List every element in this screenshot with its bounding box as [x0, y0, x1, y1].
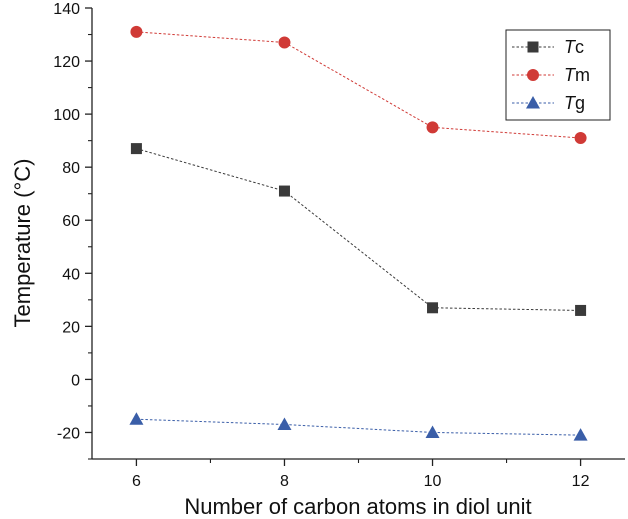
- y-tick-label: 120: [53, 54, 80, 71]
- data-point-tg: [277, 417, 292, 431]
- legend-marker-tm: [527, 69, 539, 81]
- series-lines: [136, 31, 581, 436]
- y-tick-label: 60: [62, 213, 80, 230]
- legend-marker-tc: [527, 41, 539, 53]
- y-tick-label: 20: [62, 319, 80, 336]
- data-point-tm: [426, 121, 439, 134]
- y-axis-title: Temperature (°C): [10, 159, 35, 328]
- y-tick-label: -20: [57, 425, 80, 442]
- x-tick-label: 8: [280, 473, 289, 490]
- legend-marker-tg: [526, 96, 540, 109]
- ticks: [85, 7, 582, 466]
- series-line-tc: [136, 148, 581, 311]
- y-tick-label: 140: [53, 1, 80, 18]
- data-point-tm: [278, 36, 291, 49]
- data-point-tm: [574, 131, 587, 144]
- series-markers: [129, 25, 588, 441]
- y-tick-label: 100: [53, 107, 80, 124]
- legend-label-tm: Tm: [564, 65, 590, 85]
- legend: Tc Tm Tg: [505, 29, 611, 121]
- y-tick-label: 0: [71, 372, 80, 389]
- x-tick-label: 6: [132, 473, 141, 490]
- series-line-tm: [136, 31, 581, 139]
- y-tick-label: 40: [62, 266, 80, 283]
- data-point-tc: [278, 185, 290, 197]
- data-point-tc: [427, 302, 439, 314]
- data-point-tc: [130, 143, 142, 155]
- data-point-tm: [130, 25, 143, 38]
- data-point-tg: [425, 425, 440, 438]
- series-line-tg: [136, 418, 581, 436]
- data-point-tg: [129, 412, 144, 425]
- data-point-tg: [573, 428, 588, 441]
- x-axis-title: Number of carbon atoms in diol unit: [184, 494, 531, 519]
- x-tick-label: 10: [424, 473, 442, 490]
- legend-label-tg: Tg: [564, 93, 585, 113]
- data-point-tc: [575, 304, 587, 316]
- y-tick-label: 80: [62, 160, 80, 177]
- legend-label-tc: Tc: [564, 37, 584, 57]
- x-tick-label: 12: [572, 473, 590, 490]
- tick-labels: 140 120 100 80 60 40 20 0 -20 6 8 10 12: [53, 1, 589, 490]
